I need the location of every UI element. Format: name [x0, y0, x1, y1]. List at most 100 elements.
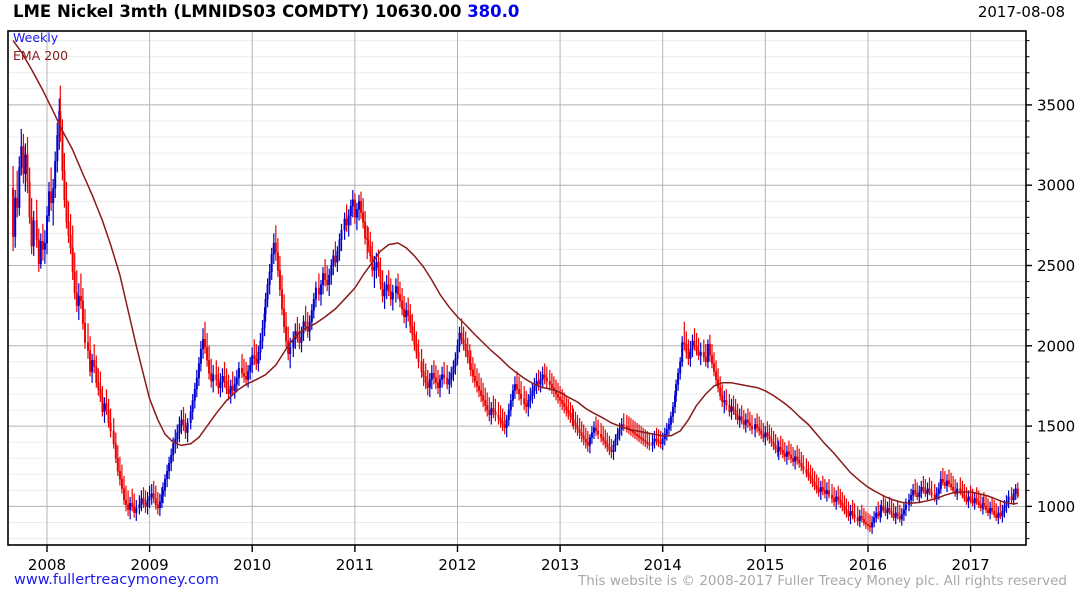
- candle-body: [65, 199, 68, 223]
- candle-body: [902, 509, 905, 515]
- candle-body: [39, 241, 42, 265]
- candle-body: [484, 400, 487, 406]
- candle-body: [127, 504, 130, 510]
- candle-body: [807, 472, 810, 477]
- candle-body: [699, 352, 702, 356]
- candle-body: [1003, 506, 1006, 512]
- y-axis-tick-label: 30000: [1037, 177, 1075, 195]
- candle-body: [261, 328, 264, 342]
- candle-body: [41, 241, 44, 250]
- candle-body: [501, 421, 504, 425]
- candle-body: [708, 344, 711, 356]
- candle-body: [389, 291, 392, 300]
- candle-body: [345, 218, 348, 226]
- candle-body: [259, 340, 262, 353]
- candle-body: [460, 332, 463, 340]
- candle-body: [109, 422, 112, 432]
- candle-body: [995, 514, 998, 518]
- candle-body: [518, 389, 521, 395]
- candle-body: [178, 424, 181, 433]
- legend-ema-label: EMA 200: [13, 48, 68, 63]
- candle-body: [237, 368, 240, 379]
- candle-body: [276, 252, 279, 271]
- candle-body: [73, 271, 76, 293]
- candle-body: [867, 523, 870, 526]
- candle-body: [56, 135, 59, 162]
- candle-body: [578, 429, 581, 433]
- candle-body: [140, 498, 143, 505]
- candle-body: [661, 438, 664, 445]
- candle-body: [195, 377, 198, 390]
- candle-body: [864, 522, 867, 525]
- candle-body: [330, 265, 333, 276]
- candle-body: [16, 197, 19, 208]
- candle-body: [576, 425, 579, 430]
- candle-body: [894, 512, 897, 518]
- change-value: 380.0: [467, 2, 520, 21]
- candle-body: [191, 400, 194, 412]
- candle-body: [768, 435, 771, 440]
- candle-body: [1001, 511, 1004, 517]
- candle-body: [50, 191, 53, 204]
- candle-body: [941, 478, 944, 483]
- candle-body: [235, 377, 238, 385]
- candle-body: [588, 437, 591, 446]
- candle-body: [742, 421, 745, 425]
- candle-body: [841, 503, 844, 507]
- candle-body: [426, 382, 429, 388]
- candle-body: [180, 419, 183, 425]
- candle-body: [853, 514, 856, 518]
- candle-body: [86, 342, 89, 351]
- candle-body: [105, 403, 108, 411]
- candle-body: [985, 506, 988, 510]
- candle-body: [657, 440, 660, 443]
- candle-body: [401, 300, 404, 310]
- candle-body: [597, 430, 600, 435]
- candle-body: [168, 462, 171, 472]
- candle-body: [30, 217, 33, 247]
- candle-body: [640, 437, 643, 440]
- candle-body: [711, 355, 714, 364]
- candle-body: [685, 344, 688, 353]
- candle-body: [193, 389, 196, 401]
- candle-body: [973, 498, 976, 504]
- candle-body: [880, 506, 883, 512]
- candle-body: [659, 442, 662, 445]
- candle-body: [499, 417, 502, 422]
- candle-body: [415, 344, 418, 353]
- candle-body: [409, 315, 412, 327]
- candle-body: [817, 488, 820, 493]
- candle-body: [79, 295, 82, 302]
- candle-body: [298, 337, 301, 343]
- candle-body: [574, 422, 577, 427]
- candle-body: [937, 488, 940, 494]
- candle-body: [469, 363, 472, 371]
- candle-body: [809, 475, 812, 480]
- candle-body: [229, 385, 232, 395]
- candle-body: [142, 498, 145, 504]
- candle-body: [443, 374, 446, 379]
- website-link[interactable]: www.fullertreacymoney.com: [14, 572, 219, 588]
- candle-body: [497, 414, 500, 419]
- candle-body: [37, 239, 40, 265]
- candle-body: [35, 220, 38, 240]
- candle-body: [360, 201, 363, 213]
- candle-body: [764, 432, 767, 438]
- candle-body: [448, 379, 451, 385]
- candle-body: [642, 438, 645, 441]
- candle-body: [405, 310, 408, 318]
- candle-body: [432, 372, 435, 379]
- candle-body: [486, 405, 489, 411]
- candle-body: [199, 348, 202, 364]
- candle-body: [210, 372, 213, 382]
- candle-body: [677, 372, 680, 385]
- candle-body: [452, 366, 455, 374]
- candle-body: [424, 376, 427, 383]
- candle-body: [184, 425, 187, 433]
- candle-body: [691, 340, 694, 350]
- candle-body: [679, 361, 682, 374]
- candle-body: [103, 403, 106, 412]
- candle-body: [580, 432, 583, 437]
